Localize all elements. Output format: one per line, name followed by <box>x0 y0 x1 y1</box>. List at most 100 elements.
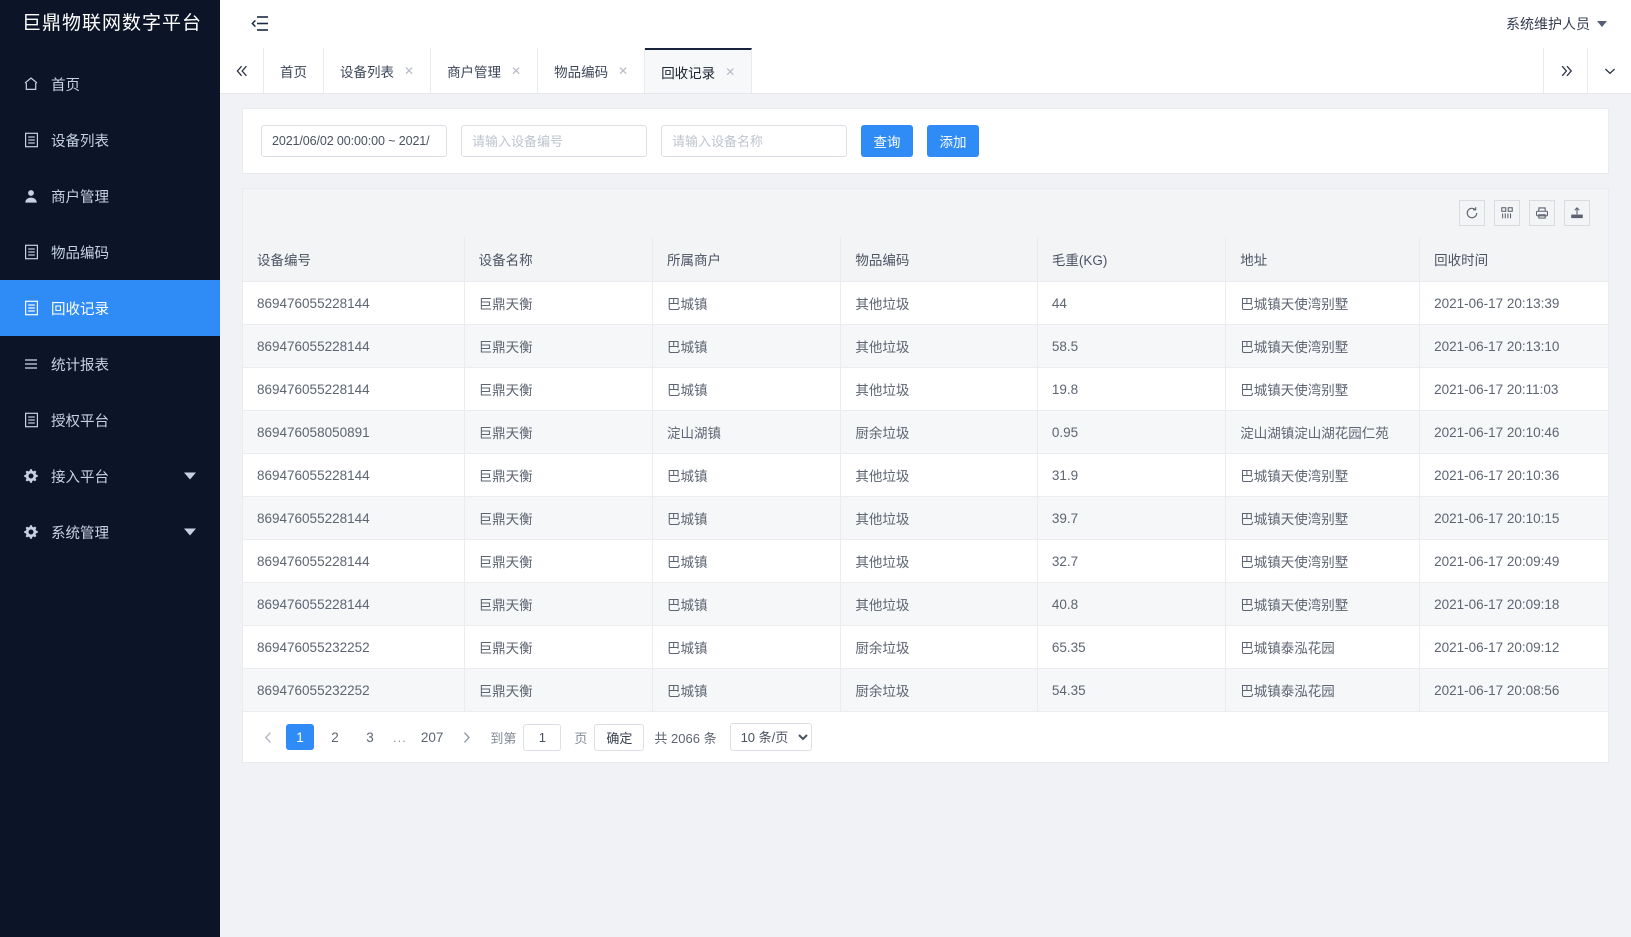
sidebar-item-label: 物品编码 <box>51 245 109 262</box>
tab-label: 商户管理 <box>447 64 502 80</box>
cell-device-name: 巨鼎天衡 <box>464 410 653 454</box>
cell-gross-weight: 32.7 <box>1037 539 1227 583</box>
column-header-recycle-time[interactable]: 回收时间 <box>1419 237 1608 282</box>
page-size-select[interactable]: 10 条/页 <box>729 723 812 751</box>
sidebar-item-recycle-record[interactable]: 回收记录 <box>0 280 220 336</box>
sidebar-item-label: 首页 <box>51 77 80 94</box>
sidebar-item-authorize-platform[interactable]: 授权平台 <box>0 392 220 448</box>
date-range-input[interactable] <box>261 125 447 157</box>
cell-gross-weight: 39.7 <box>1037 496 1227 540</box>
sidebar-item-statistics[interactable]: 统计报表 <box>0 336 220 392</box>
chevron-right-icon[interactable] <box>455 724 477 750</box>
list-icon <box>22 131 40 149</box>
table-row[interactable]: 869476055228144 巨鼎天衡 巴城镇 其他垃圾 19.8 巴城镇天使… <box>243 367 1608 411</box>
cell-address: 巴城镇天使湾别墅 <box>1225 496 1421 540</box>
page-number-1[interactable]: 1 <box>286 724 314 750</box>
cell-merchant: 巴城镇 <box>652 539 842 583</box>
tab-bar: 首页 设备列表 ✕ 商户管理 ✕ 物品编码 ✕ 回收记录 ✕ <box>220 48 1631 94</box>
cell-device-no: 869476055228144 <box>243 496 465 540</box>
sidebar-item-label: 接入平台 <box>51 469 109 486</box>
cell-device-name: 巨鼎天衡 <box>464 324 653 368</box>
jump-page-input[interactable] <box>523 723 562 751</box>
cell-item-code: 厨余垃圾 <box>840 668 1038 712</box>
filter-toolbar: 查询 添加 <box>242 108 1609 174</box>
double-chevron-right-icon[interactable] <box>1543 48 1587 93</box>
chevron-left-icon[interactable] <box>257 724 279 750</box>
table-row[interactable]: 869476055228144 巨鼎天衡 巴城镇 其他垃圾 31.9 巴城镇天使… <box>243 453 1608 497</box>
sidebar-item-merchant[interactable]: 商户管理 <box>0 168 220 224</box>
search-button[interactable]: 查询 <box>861 125 913 157</box>
cell-address: 巴城镇泰泓花园 <box>1225 668 1421 712</box>
tab-label: 物品编码 <box>554 64 609 80</box>
sidebar-item-access-platform[interactable]: 接入平台 <box>0 448 220 504</box>
sidebar-item-label: 统计报表 <box>51 357 109 374</box>
table-row[interactable]: 869476055228144 巨鼎天衡 巴城镇 其他垃圾 39.7 巴城镇天使… <box>243 496 1608 540</box>
tab-recycle-record[interactable]: 回收记录 ✕ <box>645 48 753 93</box>
cell-device-no: 869476055228144 <box>243 539 465 583</box>
page-number-2[interactable]: 2 <box>331 729 339 745</box>
columns-icon[interactable] <box>1494 200 1520 226</box>
column-header-gross-weight[interactable]: 毛重(KG) <box>1037 237 1227 282</box>
close-icon[interactable]: ✕ <box>618 63 629 78</box>
list-icon <box>22 243 40 261</box>
cell-device-name: 巨鼎天衡 <box>464 539 653 583</box>
cell-recycle-time: 2021-06-17 20:09:49 <box>1419 539 1608 583</box>
double-chevron-left-icon[interactable] <box>220 48 264 93</box>
confirm-jump-button[interactable]: 确定 <box>594 723 645 751</box>
pagination-ellipsis[interactable]: ... <box>393 729 407 745</box>
page-number-last[interactable]: 207 <box>420 729 444 745</box>
menu-fold-icon[interactable] <box>248 12 272 36</box>
cell-device-no: 869476055228144 <box>243 582 465 626</box>
sidebar-item-device-list[interactable]: 设备列表 <box>0 112 220 168</box>
cell-item-code: 厨余垃圾 <box>840 625 1038 669</box>
table-row[interactable]: 869476058050891 巨鼎天衡 淀山湖镇 厨余垃圾 0.95 淀山湖镇… <box>243 410 1608 454</box>
tab-bar-controls <box>1543 48 1631 93</box>
print-icon[interactable] <box>1529 200 1555 226</box>
user-menu[interactable]: 系统维护人员 <box>1506 14 1613 34</box>
export-icon[interactable] <box>1564 200 1590 226</box>
sidebar-item-home[interactable]: 首页 <box>0 56 220 112</box>
table-row[interactable]: 869476055228144 巨鼎天衡 巴城镇 其他垃圾 58.5 巴城镇天使… <box>243 324 1608 368</box>
cell-item-code: 其他垃圾 <box>840 496 1038 540</box>
sidebar-item-label: 回收记录 <box>51 301 109 318</box>
tab-device-list[interactable]: 设备列表 ✕ <box>324 48 432 93</box>
tab-dropdown-chevron-down-icon[interactable] <box>1587 48 1631 93</box>
cell-device-no: 869476055232252 <box>243 668 465 712</box>
cell-address: 巴城镇天使湾别墅 <box>1225 453 1421 497</box>
column-header-item-code[interactable]: 物品编码 <box>840 237 1038 282</box>
refresh-icon[interactable] <box>1459 200 1485 226</box>
device-name-input[interactable] <box>661 125 847 157</box>
column-header-device-name[interactable]: 设备名称 <box>464 237 653 282</box>
cell-recycle-time: 2021-06-17 20:13:39 <box>1419 281 1608 325</box>
cell-merchant: 巴城镇 <box>652 496 842 540</box>
table-row[interactable]: 869476055228144 巨鼎天衡 巴城镇 其他垃圾 44 巴城镇天使湾别… <box>243 281 1608 325</box>
close-icon[interactable]: ✕ <box>404 63 415 78</box>
brand-title: 巨鼎物联网数字平台 <box>22 13 203 34</box>
cell-gross-weight: 40.8 <box>1037 582 1227 626</box>
add-button[interactable]: 添加 <box>927 125 979 157</box>
table-row[interactable]: 869476055232252 巨鼎天衡 巴城镇 厨余垃圾 65.35 巴城镇泰… <box>243 625 1608 669</box>
column-header-device-no[interactable]: 设备编号 <box>243 237 465 282</box>
table-row[interactable]: 869476055228144 巨鼎天衡 巴城镇 其他垃圾 40.8 巴城镇天使… <box>243 582 1608 626</box>
device-no-input[interactable] <box>461 125 647 157</box>
pagination: 1 2 3 ... 207 到第 页 确定 共 2066 条 <box>243 712 1608 762</box>
sidebar-item-system-management[interactable]: 系统管理 <box>0 504 220 560</box>
cell-gross-weight: 19.8 <box>1037 367 1227 411</box>
page-number-3[interactable]: 3 <box>366 729 374 745</box>
column-header-merchant[interactable]: 所属商户 <box>652 237 842 282</box>
table-row[interactable]: 869476055232252 巨鼎天衡 巴城镇 厨余垃圾 54.35 巴城镇泰… <box>243 668 1608 712</box>
tab-home[interactable]: 首页 <box>264 48 324 93</box>
cell-recycle-time: 2021-06-17 20:10:15 <box>1419 496 1608 540</box>
home-icon <box>22 75 40 93</box>
cell-device-no: 869476055228144 <box>243 453 465 497</box>
cell-gross-weight: 44 <box>1037 281 1227 325</box>
close-icon[interactable]: ✕ <box>511 63 522 78</box>
sidebar-item-item-code[interactable]: 物品编码 <box>0 224 220 280</box>
table-row[interactable]: 869476055228144 巨鼎天衡 巴城镇 其他垃圾 32.7 巴城镇天使… <box>243 539 1608 583</box>
tab-item-code[interactable]: 物品编码 ✕ <box>538 48 646 93</box>
main-area: 系统维护人员 首页 设备列表 ✕ 商户管理 <box>220 0 1631 937</box>
cell-merchant: 巴城镇 <box>652 324 842 368</box>
tab-merchant[interactable]: 商户管理 ✕ <box>431 48 539 93</box>
column-header-address[interactable]: 地址 <box>1225 237 1421 282</box>
close-icon[interactable]: ✕ <box>725 64 736 79</box>
